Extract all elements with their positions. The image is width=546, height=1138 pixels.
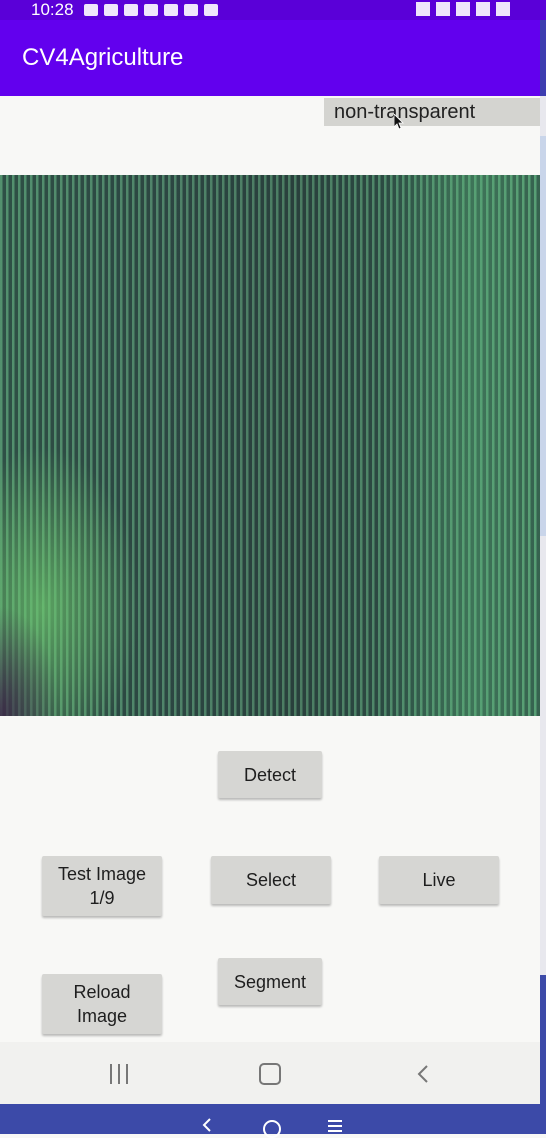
home-icon[interactable]	[259, 1063, 281, 1085]
status-bar: 10:28	[0, 0, 546, 20]
drive-icon	[183, 4, 198, 16]
segment-button[interactable]: Segment	[218, 958, 322, 1005]
select-button[interactable]: Select	[211, 856, 331, 904]
app-bar: CV4Agriculture	[0, 20, 546, 96]
transparency-toggle[interactable]: non-transparent	[324, 98, 540, 126]
nfc-icon	[416, 2, 430, 16]
back-icon[interactable]	[416, 1064, 430, 1084]
notification-icons	[83, 4, 218, 16]
mute-icon	[436, 2, 450, 16]
app-title: CV4Agriculture	[22, 44, 184, 71]
back-icon[interactable]	[202, 1118, 212, 1132]
system-icons	[416, 2, 510, 16]
recents-icon[interactable]	[108, 1064, 130, 1084]
status-time: 10:28	[31, 0, 74, 19]
youtube-icon	[123, 4, 138, 16]
wifi-icon	[456, 2, 470, 16]
youtube-icon	[103, 4, 118, 16]
battery-icon	[496, 2, 510, 16]
youtube-icon	[143, 4, 158, 16]
main-content: non-transparent Detect Test Image 1/9 Se…	[0, 96, 540, 1042]
reload-image-button[interactable]: Reload Image	[42, 974, 162, 1034]
crop-image-view	[0, 175, 540, 716]
home-icon[interactable]	[263, 1120, 281, 1138]
window-edge	[540, 975, 546, 1104]
mouse-cursor-icon	[394, 114, 404, 130]
signal-icon	[476, 2, 490, 16]
detect-button[interactable]: Detect	[218, 751, 322, 798]
navigation-bar	[0, 1042, 540, 1104]
window-edge	[540, 20, 546, 96]
notification-icon	[83, 4, 98, 16]
live-button[interactable]: Live	[379, 856, 499, 904]
menu-icon[interactable]	[328, 1120, 342, 1132]
mail-icon	[163, 4, 178, 16]
test-image-button[interactable]: Test Image 1/9	[42, 856, 162, 916]
window-edge	[540, 96, 546, 1042]
more-notifications-icon	[203, 4, 218, 16]
host-navigation-bar	[0, 1104, 546, 1138]
